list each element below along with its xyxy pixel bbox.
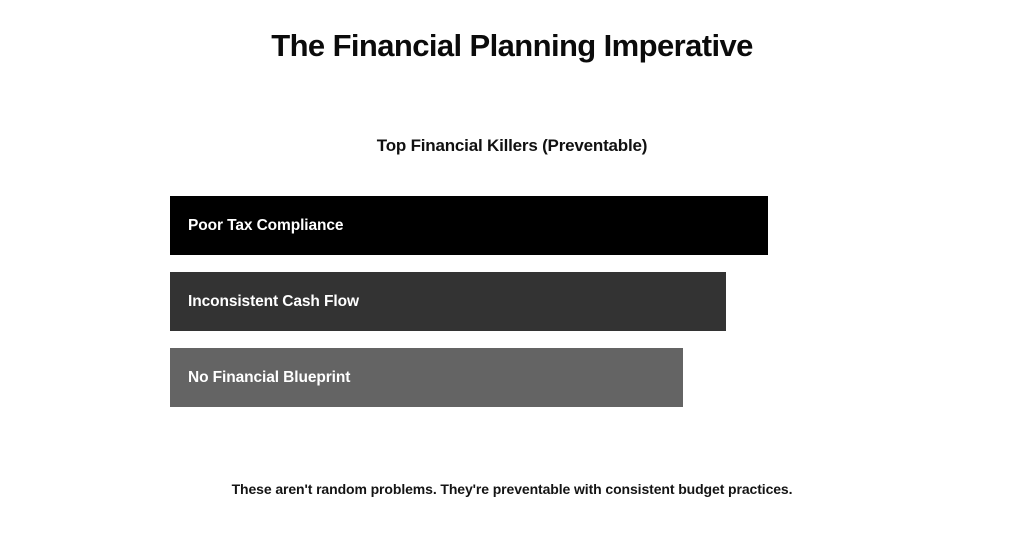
bar-label: No Financial Blueprint — [188, 368, 351, 386]
bar-chart: Poor Tax Compliance Inconsistent Cash Flo… — [170, 196, 768, 424]
footer-note: These aren't random problems. They're pr… — [231, 481, 793, 497]
chart-bar: No Financial Blueprint — [170, 348, 683, 407]
bar-label: Poor Tax Compliance — [188, 216, 344, 234]
bar-label: Inconsistent Cash Flow — [188, 292, 359, 310]
chart-title: Top Financial Killers (Preventable) — [376, 136, 648, 155]
page-title: The Financial Planning Imperative — [271, 28, 753, 63]
chart-bar: Poor Tax Compliance — [170, 196, 768, 255]
chart-bar: Inconsistent Cash Flow — [170, 272, 726, 331]
